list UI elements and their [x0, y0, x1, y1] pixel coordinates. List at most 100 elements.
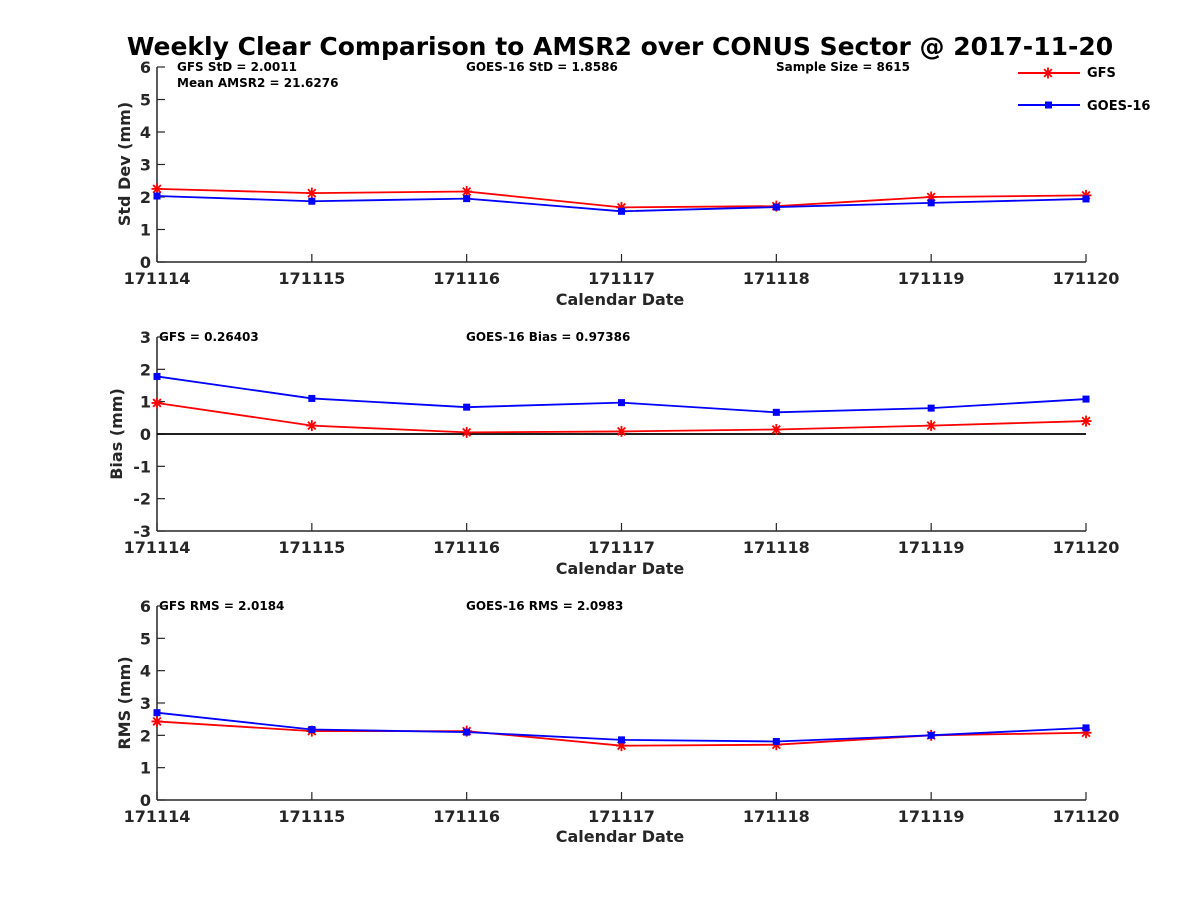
x-tick-label: 171115: [278, 269, 345, 288]
x-tick-label: 171116: [433, 269, 500, 288]
x-tick-label: 171114: [124, 269, 191, 288]
annot-sample-size: Sample Size = 8615: [776, 60, 910, 74]
series-goes16-point: [1082, 724, 1090, 732]
series-goes16-point: [463, 195, 471, 203]
y-tick-label: 5: [140, 629, 151, 648]
annot-goes16-rms: GOES-16 RMS = 2.0983: [466, 599, 623, 613]
y-tick-label: 1: [140, 759, 151, 778]
annot-gfs-rms: GFS RMS = 2.0184: [159, 599, 284, 613]
annot-gfs-std: GFS StD = 2.0011: [177, 60, 297, 74]
x-tick-label: 171120: [1053, 807, 1120, 826]
x-tick-label: 171115: [278, 807, 345, 826]
series-goes16-point: [308, 197, 316, 205]
y-tick-label: -2: [133, 490, 151, 509]
series-goes16-point: [772, 203, 780, 211]
y-tick-label: 2: [140, 188, 151, 207]
series-goes16-point: [153, 709, 161, 717]
y-axis-label: Bias (mm): [107, 388, 126, 480]
x-tick-label: 171120: [1053, 538, 1120, 557]
series-gfs-point: [151, 397, 163, 409]
legend-goes16-label: GOES-16: [1087, 99, 1150, 114]
y-tick-label: 2: [140, 360, 151, 379]
series-goes16-point: [308, 394, 316, 402]
x-tick-label: 171118: [743, 269, 810, 288]
series-goes16-point: [618, 399, 625, 407]
series-gfs-point: [1080, 415, 1092, 427]
series-goes16-point: [463, 728, 471, 736]
series-gfs-point: [925, 420, 937, 432]
y-tick-label: -1: [133, 457, 151, 476]
legend-goes16-marker: [1045, 101, 1052, 109]
y-tick-label: 6: [140, 597, 151, 616]
legend-gfs-asterisk: [1042, 67, 1054, 79]
series-gfs-point: [461, 185, 473, 197]
x-axis-label: Calendar Date: [556, 290, 685, 309]
x-tick-label: 171118: [743, 538, 810, 557]
panel-rms: GFS RMS = 2.0184 GOES-16 RMS = 2.0983 Ca…: [115, 597, 1119, 846]
x-tick-label: 171119: [898, 538, 965, 557]
x-tick-label: 171114: [124, 538, 191, 557]
series-goes16-line: [156, 375, 1087, 414]
series-goes16-point: [153, 192, 161, 200]
chart-title: Weekly Clear Comparison to AMSR2 over CO…: [127, 32, 1113, 61]
x-tick-label: 171117: [588, 538, 655, 557]
legend: GFS GOES-16: [1018, 66, 1150, 114]
y-tick-label: 6: [140, 58, 151, 77]
series-goes16-point: [618, 736, 625, 744]
x-tick-label: 171119: [898, 807, 965, 826]
series-goes16-point: [927, 404, 935, 412]
annot-gfs-bias: GFS = 0.26403: [159, 330, 259, 344]
y-tick-label: 0: [140, 253, 151, 272]
panel-bias: GFS = 0.26403 GOES-16 Bias = 0.97386 Cal…: [107, 328, 1119, 578]
series-gfs-point: [770, 423, 782, 435]
series-goes16-point: [927, 731, 935, 739]
y-tick-label: 1: [140, 221, 151, 240]
legend-gfs-label: GFS: [1087, 66, 1116, 81]
y-tick-label: 2: [140, 726, 151, 745]
x-tick-label: 171119: [898, 269, 965, 288]
annot-mean-amsr2: Mean AMSR2 = 21.6276: [177, 76, 338, 90]
legend-gfs-marker: [1042, 67, 1054, 79]
y-tick-label: 1: [140, 393, 151, 412]
series-goes16-point: [772, 408, 780, 416]
panel-std-dev: GFS StD = 2.0011 Mean AMSR2 = 21.6276 GO…: [115, 58, 1119, 309]
x-tick-label: 171114: [124, 807, 191, 826]
series-goes16-point: [153, 372, 161, 380]
annot-goes16-std: GOES-16 StD = 1.8586: [466, 60, 618, 74]
x-tick-label: 171116: [433, 807, 500, 826]
y-tick-label: 4: [140, 662, 151, 681]
x-axis-label: Calendar Date: [556, 827, 685, 846]
series-goes16-point: [618, 207, 625, 215]
y-tick-label: 0: [140, 425, 151, 444]
series-goes16-point: [463, 403, 471, 411]
x-tick-label: 171120: [1053, 269, 1120, 288]
x-axis-label: Calendar Date: [556, 559, 685, 578]
series-goes16-point: [308, 726, 316, 734]
series-gfs-point: [616, 425, 627, 437]
series-gfs-point: [151, 715, 163, 727]
series-goes16-point: [1082, 395, 1090, 403]
x-tick-label: 171118: [743, 807, 810, 826]
y-tick-label: 0: [140, 791, 151, 810]
series-goes16-point: [1082, 195, 1090, 203]
y-tick-label: 3: [140, 328, 151, 347]
y-tick-label: 3: [140, 156, 151, 175]
y-axis-label: RMS (mm): [115, 656, 134, 749]
y-tick-label: 5: [140, 91, 151, 110]
annot-goes16-bias: GOES-16 Bias = 0.97386: [466, 330, 630, 344]
x-tick-label: 171117: [588, 807, 655, 826]
series-goes16-point: [772, 737, 780, 745]
series-gfs-point: [306, 187, 318, 199]
y-axis-label: Std Dev (mm): [115, 102, 134, 226]
y-tick-label: -3: [133, 522, 151, 541]
series-gfs-point: [461, 426, 473, 438]
x-tick-label: 171117: [588, 269, 655, 288]
y-tick-label: 3: [140, 694, 151, 713]
x-tick-label: 171115: [278, 538, 345, 557]
series-gfs-point: [306, 420, 318, 432]
series-goes16-point: [927, 199, 935, 207]
x-tick-label: 171116: [433, 538, 500, 557]
y-tick-label: 4: [140, 123, 151, 142]
